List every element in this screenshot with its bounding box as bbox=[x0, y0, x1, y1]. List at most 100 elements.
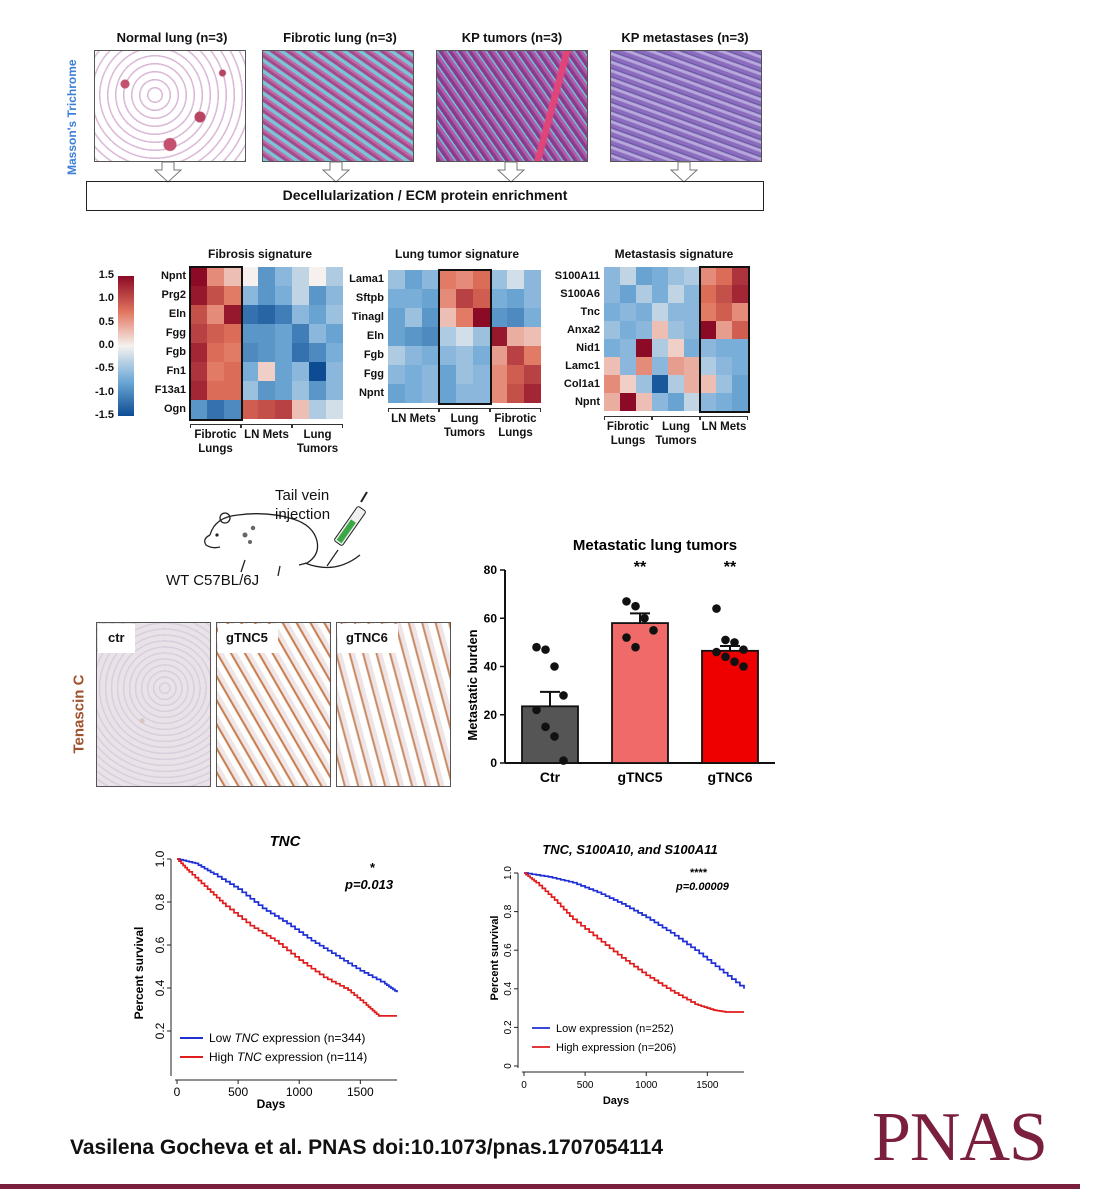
heatmap-cell bbox=[456, 384, 473, 403]
heatmap-cell bbox=[620, 267, 636, 285]
survival-chart-tnc-xlabel: Days bbox=[257, 1097, 286, 1111]
group-label: Lung Tumors bbox=[642, 420, 710, 448]
survival-chart-tnc-significance: * bbox=[370, 860, 376, 875]
data-point bbox=[532, 705, 541, 715]
heatmap-cell bbox=[700, 285, 716, 303]
heatmap-cell bbox=[439, 327, 456, 346]
down-arrow-icon bbox=[496, 161, 526, 183]
heatmap-cell bbox=[241, 267, 258, 286]
color-scale-tick: 1.0 bbox=[98, 292, 114, 305]
gene-label: Eln bbox=[168, 308, 186, 320]
heatmap-cell bbox=[636, 321, 652, 339]
gene-label: Fn1 bbox=[166, 365, 186, 377]
group-label-line2: Tumors bbox=[296, 443, 339, 455]
heatmap-cell bbox=[190, 267, 207, 286]
heatmap-cell bbox=[652, 357, 668, 375]
heatmap-cell bbox=[636, 285, 652, 303]
heatmap-cell bbox=[524, 270, 541, 289]
heatmap-cell bbox=[309, 324, 326, 343]
heatmap-cell bbox=[668, 393, 684, 411]
heatmap-cell bbox=[620, 375, 636, 393]
heatmap-cell bbox=[652, 267, 668, 285]
heatmap-cell bbox=[473, 384, 490, 403]
heatmap-cell bbox=[652, 303, 668, 321]
heatmap-cell bbox=[326, 400, 343, 419]
heatmap-cell bbox=[326, 362, 343, 381]
heatmap-cell bbox=[241, 400, 258, 419]
heatmap-cell bbox=[716, 393, 732, 411]
group-bracket bbox=[241, 424, 292, 428]
heatmap-cell bbox=[732, 357, 748, 375]
heatmap-cell bbox=[620, 339, 636, 357]
heatmap-cell bbox=[620, 321, 636, 339]
y-tick-label: 1.0 bbox=[153, 850, 167, 867]
histology-arrows bbox=[153, 161, 699, 183]
gene-label: Npnt bbox=[574, 396, 600, 408]
heatmap-cell bbox=[620, 393, 636, 411]
heatmap-cell bbox=[490, 289, 507, 308]
y-tick-label: 40 bbox=[484, 660, 498, 674]
group-label: Fibrotic Lungs bbox=[180, 428, 251, 456]
heatmap-cell bbox=[668, 285, 684, 303]
group-label-line1: Lung bbox=[450, 413, 479, 425]
down-arrow-icon bbox=[321, 161, 351, 183]
heatmap-cell bbox=[326, 343, 343, 362]
y-tick-label: 0 bbox=[490, 756, 497, 770]
bar-chart-metastatic-burden: Metastatic lung tumors Metastatic burden… bbox=[465, 537, 775, 785]
y-tick-label: 80 bbox=[484, 563, 498, 577]
masson-trichrome-label: Masson's Trichrome bbox=[65, 59, 79, 175]
heatmap-cell bbox=[405, 384, 422, 403]
heatmap-cell bbox=[620, 357, 636, 375]
heatmap-cell bbox=[668, 321, 684, 339]
histology-title-fibrotic: Fibrotic lung (n=3) bbox=[283, 30, 397, 45]
heatmap-cell bbox=[636, 357, 652, 375]
heatmap-cell bbox=[524, 346, 541, 365]
y-tick-label: 60 bbox=[484, 611, 498, 625]
heatmap-cell bbox=[684, 375, 700, 393]
ihc-label-ctr: ctr bbox=[98, 624, 135, 653]
x-tick-label: 1500 bbox=[696, 1080, 719, 1091]
heatmap-cell bbox=[700, 303, 716, 321]
heatmap-cell bbox=[716, 375, 732, 393]
heatmap-cell bbox=[241, 381, 258, 400]
data-point bbox=[532, 642, 541, 652]
heatmap-cell bbox=[292, 286, 309, 305]
histology-title-kp-metastases: KP metastases (n=3) bbox=[621, 30, 749, 45]
group-bracket bbox=[388, 408, 439, 412]
bar-chart-title: Metastatic lung tumors bbox=[573, 537, 737, 554]
color-scale-tick: -0.5 bbox=[95, 362, 114, 375]
heatmap-cell bbox=[636, 303, 652, 321]
y-tick-label: 0.4 bbox=[153, 979, 167, 996]
heatmap-cell bbox=[292, 267, 309, 286]
heatmap-cell bbox=[716, 267, 732, 285]
heatmap-cell bbox=[309, 305, 326, 324]
category-label: gTNC6 bbox=[707, 769, 752, 785]
heatmap-color-scale bbox=[118, 276, 134, 416]
color-scale-tick: -1.5 bbox=[95, 409, 114, 421]
heatmap-cell bbox=[275, 305, 292, 324]
group-label-line2: Tumors bbox=[443, 427, 486, 439]
heatmap-cell bbox=[422, 346, 439, 365]
heatmap-cell bbox=[405, 346, 422, 365]
citation: Vasilena Gocheva et al. PNAS doi:10.1073… bbox=[70, 1136, 664, 1159]
heatmap-cell bbox=[326, 267, 343, 286]
y-tick-label: 0.6 bbox=[503, 943, 514, 957]
heatmap-cell bbox=[292, 381, 309, 400]
group-label: Fibrotic Lungs bbox=[594, 420, 662, 448]
heatmap-highlight-box bbox=[438, 269, 492, 405]
heatmap-cell bbox=[620, 303, 636, 321]
group-bracket bbox=[604, 416, 652, 420]
heatmap-cell bbox=[207, 267, 224, 286]
heatmap-cell bbox=[190, 324, 207, 343]
heatmap-cell bbox=[190, 286, 207, 305]
heatmap-cell bbox=[604, 285, 620, 303]
heatmap-cell bbox=[652, 375, 668, 393]
gene-label: Nid1 bbox=[576, 342, 600, 354]
y-tick-label: 0.8 bbox=[503, 904, 514, 918]
group-bracket bbox=[700, 416, 748, 420]
heatmap-cell bbox=[456, 327, 473, 346]
survival-chart-tnc-pvalue: p=0.013 bbox=[344, 877, 394, 892]
heatmap-cell bbox=[700, 339, 716, 357]
heatmap-cell bbox=[668, 357, 684, 375]
survival-chart-tnc-legend: Low TNC expression (n=344) High TNC expr… bbox=[180, 1031, 367, 1064]
